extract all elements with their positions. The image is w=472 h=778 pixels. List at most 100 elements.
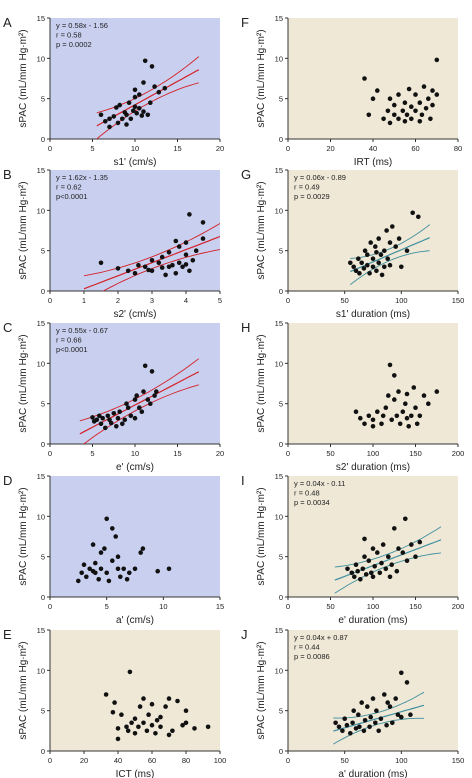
data-point <box>149 369 155 374</box>
x-tick-label: 0 <box>286 756 290 765</box>
data-point <box>370 417 376 423</box>
data-point <box>141 80 146 85</box>
data-point <box>152 84 157 89</box>
data-point <box>434 389 440 394</box>
data-point <box>183 720 189 726</box>
data-point <box>127 669 133 675</box>
data-point <box>90 542 96 547</box>
x-axis-label: a' duration (ms) <box>338 769 407 778</box>
stats-annotation: y = 1.62x - 1.35 <box>56 173 108 182</box>
data-point <box>342 716 348 721</box>
data-point <box>413 405 418 411</box>
data-point <box>375 409 380 415</box>
data-point <box>409 116 414 122</box>
x-tick-label: 4 <box>184 296 188 305</box>
x-tick-label: 5 <box>218 296 222 305</box>
plot-background <box>50 323 220 444</box>
data-point <box>166 696 172 701</box>
data-point <box>158 724 163 730</box>
data-point <box>396 116 401 122</box>
x-tick-label: 100 <box>367 602 380 611</box>
y-tick-label: 0 <box>41 287 45 296</box>
y-axis-label: sPAC (mL/mm Hg·m²) <box>256 487 267 585</box>
data-point <box>373 244 378 249</box>
data-point <box>200 220 206 225</box>
data-point <box>403 401 408 407</box>
data-point <box>413 92 418 97</box>
y-tick-label: 10 <box>37 359 45 368</box>
data-point <box>162 85 168 91</box>
x-tick-label: 20 <box>216 144 224 153</box>
data-point <box>376 236 382 241</box>
data-point <box>406 424 412 429</box>
y-tick-label: 0 <box>41 747 45 756</box>
data-point <box>120 116 125 122</box>
data-point <box>103 119 108 124</box>
y-tick-label: 5 <box>41 553 45 562</box>
data-point <box>402 100 408 105</box>
data-point <box>351 264 357 270</box>
x-tick-label: 40 <box>114 756 122 765</box>
data-point <box>205 724 211 730</box>
data-point <box>379 272 385 278</box>
x-tick-label: 2 <box>116 296 120 305</box>
data-point <box>374 268 379 274</box>
data-point <box>397 421 403 427</box>
x-tick-label: 50 <box>326 602 334 611</box>
data-point <box>127 570 132 576</box>
data-point <box>98 421 104 427</box>
x-tick-label: 100 <box>367 449 380 458</box>
x-tick-label: 80 <box>454 144 462 153</box>
data-point <box>362 554 367 559</box>
data-point <box>370 574 376 580</box>
data-point <box>104 570 109 576</box>
data-point <box>132 415 138 421</box>
data-point <box>156 89 162 95</box>
data-point <box>381 116 386 122</box>
data-point <box>183 708 189 713</box>
y-tick-label: 15 <box>275 626 283 635</box>
data-point <box>148 100 153 105</box>
x-axis-label: e' (cm/s) <box>116 462 154 473</box>
data-point <box>357 271 362 276</box>
data-point <box>360 566 366 572</box>
y-tick-label: 10 <box>37 512 45 521</box>
data-point <box>430 102 435 108</box>
data-point <box>370 546 376 551</box>
data-point <box>350 720 355 726</box>
x-axis-label: s2' (cm/s) <box>113 309 156 320</box>
data-point <box>158 714 163 720</box>
data-point <box>361 266 367 271</box>
y-tick-label: 10 <box>37 206 45 215</box>
data-point <box>387 240 393 245</box>
data-point <box>392 112 397 118</box>
data-point <box>149 268 155 274</box>
data-point <box>355 568 361 574</box>
data-point <box>156 260 162 266</box>
data-point <box>176 244 182 249</box>
y-tick-label: 5 <box>41 247 45 256</box>
y-tick-label: 10 <box>275 206 283 215</box>
plot-background <box>50 630 220 751</box>
data-point <box>106 578 112 584</box>
data-point <box>139 409 145 415</box>
y-axis-label: sPAC (mL/mm Hg·m²) <box>18 29 29 127</box>
x-tick-label: 150 <box>409 602 422 611</box>
y-axis-label: sPAC (mL/mm Hg·m²) <box>18 334 29 432</box>
data-point <box>132 716 138 721</box>
data-point <box>115 736 121 742</box>
data-point <box>352 574 357 580</box>
data-point <box>142 58 148 64</box>
data-point <box>120 421 125 427</box>
panel-letter: G <box>241 167 251 182</box>
data-point <box>125 268 131 274</box>
data-point <box>132 271 138 276</box>
data-point <box>96 577 101 582</box>
data-point <box>421 393 427 398</box>
data-point <box>333 720 338 726</box>
confidence-band-upper <box>350 224 430 259</box>
x-tick-label: 5 <box>105 602 109 611</box>
data-point <box>110 710 116 715</box>
